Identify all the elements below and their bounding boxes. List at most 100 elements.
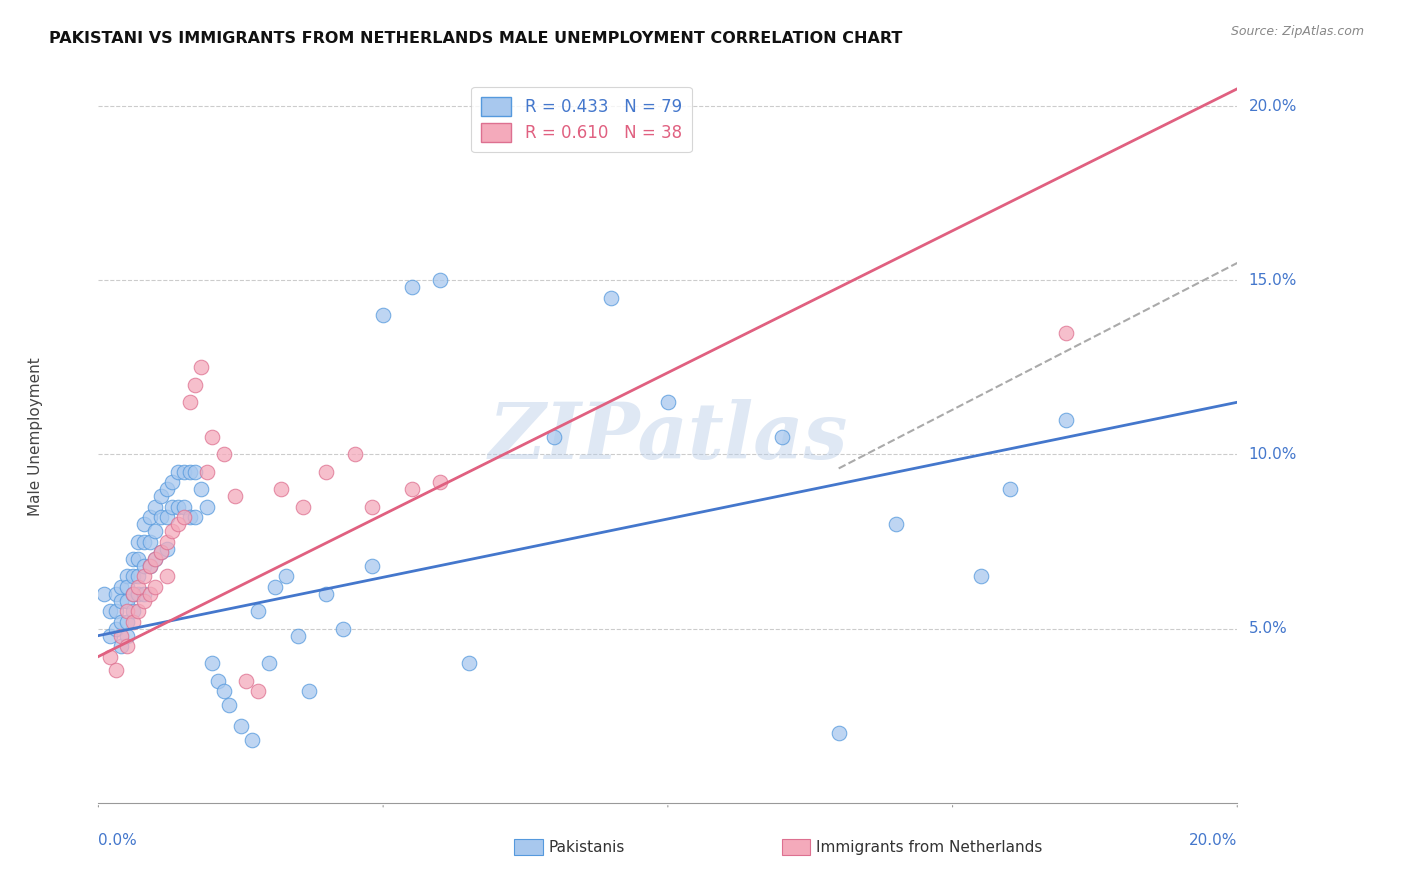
- Point: [110, 615, 132, 629]
- Point: [828, 726, 851, 740]
- Point: [98, 649, 121, 664]
- Point: [121, 604, 143, 618]
- Point: [167, 500, 190, 514]
- Point: [770, 430, 793, 444]
- Point: [93, 587, 115, 601]
- Point: [138, 534, 160, 549]
- Point: [121, 587, 143, 601]
- Point: [115, 569, 138, 583]
- Point: [167, 517, 190, 532]
- Point: [132, 534, 155, 549]
- Point: [184, 377, 207, 392]
- Point: [115, 594, 138, 608]
- Point: [429, 273, 451, 287]
- Point: [156, 569, 179, 583]
- Point: [970, 569, 993, 583]
- Point: [127, 580, 149, 594]
- Point: [115, 629, 138, 643]
- Point: [270, 483, 292, 497]
- Point: [264, 580, 287, 594]
- Point: [292, 500, 315, 514]
- Text: Pakistanis: Pakistanis: [548, 840, 624, 855]
- Point: [138, 558, 160, 573]
- Point: [104, 604, 127, 618]
- Point: [315, 587, 337, 601]
- Point: [127, 604, 149, 618]
- Point: [179, 510, 201, 524]
- Point: [104, 622, 127, 636]
- Point: [287, 629, 309, 643]
- Point: [145, 552, 167, 566]
- Point: [121, 552, 143, 566]
- Point: [132, 558, 155, 573]
- Point: [145, 500, 167, 514]
- Point: [138, 558, 160, 573]
- Point: [115, 580, 138, 594]
- Point: [132, 517, 155, 532]
- Point: [110, 639, 132, 653]
- Point: [145, 552, 167, 566]
- Point: [98, 604, 121, 618]
- Point: [457, 657, 479, 671]
- Point: [121, 587, 143, 601]
- Point: [246, 684, 269, 698]
- Point: [429, 475, 451, 490]
- Point: [132, 594, 155, 608]
- Point: [150, 545, 173, 559]
- Point: [173, 500, 195, 514]
- Point: [138, 510, 160, 524]
- Point: [121, 569, 143, 583]
- Point: [115, 615, 138, 629]
- Point: [543, 430, 565, 444]
- Point: [150, 489, 173, 503]
- Point: [98, 629, 121, 643]
- Point: [229, 719, 252, 733]
- Point: [167, 465, 190, 479]
- Point: [162, 475, 184, 490]
- Bar: [782, 839, 810, 855]
- Point: [104, 587, 127, 601]
- Point: [145, 524, 167, 538]
- Text: 0.0%: 0.0%: [98, 833, 138, 848]
- Point: [259, 657, 281, 671]
- Point: [115, 604, 138, 618]
- Point: [1056, 326, 1078, 340]
- Point: [145, 580, 167, 594]
- Legend: R = 0.433   N = 79, R = 0.610   N = 38: R = 0.433 N = 79, R = 0.610 N = 38: [471, 87, 692, 153]
- Point: [179, 395, 201, 409]
- Point: [132, 587, 155, 601]
- Text: Immigrants from Netherlands: Immigrants from Netherlands: [815, 840, 1042, 855]
- Point: [195, 465, 218, 479]
- Point: [132, 569, 155, 583]
- Point: [235, 673, 257, 688]
- Point: [195, 500, 218, 514]
- Point: [127, 534, 149, 549]
- Point: [184, 510, 207, 524]
- Point: [173, 510, 195, 524]
- Point: [218, 698, 240, 713]
- Point: [127, 552, 149, 566]
- Point: [212, 448, 235, 462]
- Point: [156, 541, 179, 556]
- Text: 15.0%: 15.0%: [1249, 273, 1296, 288]
- Point: [240, 733, 263, 747]
- Point: [162, 500, 184, 514]
- Point: [184, 465, 207, 479]
- Point: [360, 500, 382, 514]
- Point: [162, 524, 184, 538]
- Point: [110, 629, 132, 643]
- Point: [173, 465, 195, 479]
- Bar: [515, 839, 543, 855]
- Point: [657, 395, 679, 409]
- Point: [401, 483, 423, 497]
- Point: [224, 489, 246, 503]
- Point: [276, 569, 298, 583]
- Point: [207, 673, 229, 688]
- Point: [343, 448, 366, 462]
- Point: [127, 587, 149, 601]
- Text: 20.0%: 20.0%: [1249, 99, 1296, 113]
- Point: [212, 684, 235, 698]
- Point: [179, 465, 201, 479]
- Point: [600, 291, 623, 305]
- Point: [150, 545, 173, 559]
